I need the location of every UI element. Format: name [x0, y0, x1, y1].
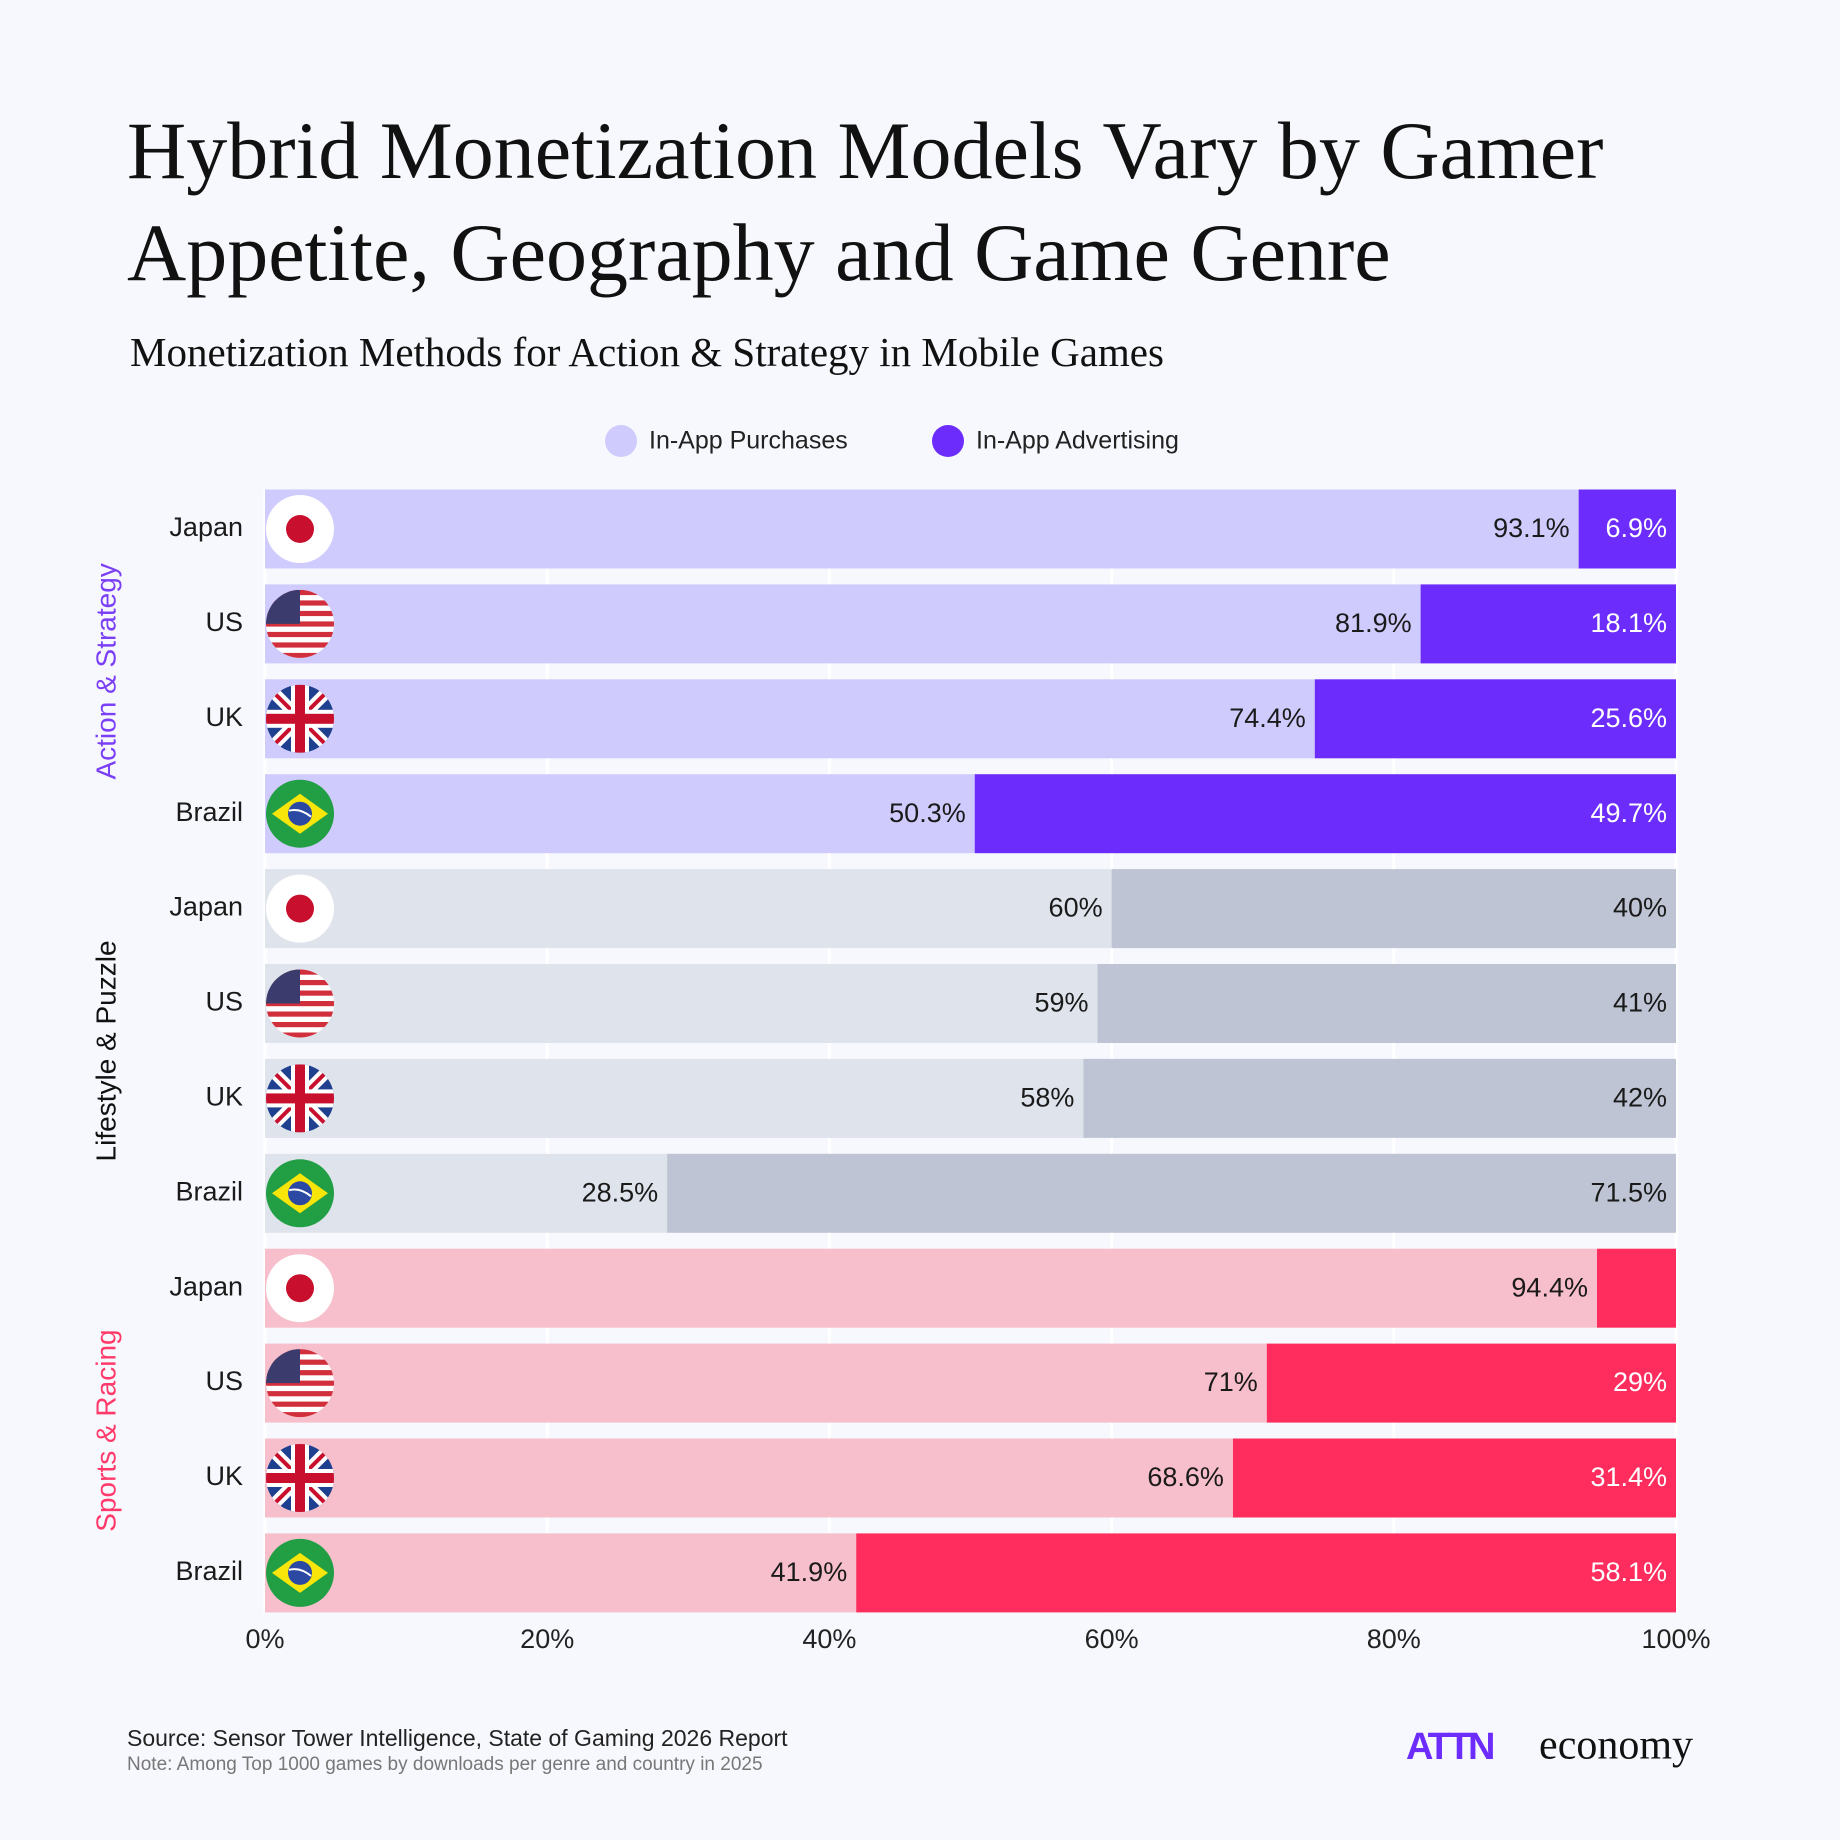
- category-label: UK: [205, 702, 243, 732]
- value-label: 58%: [1020, 1083, 1074, 1113]
- value-label: 93.1%: [1493, 513, 1570, 543]
- value-label: 42%: [1613, 1083, 1667, 1113]
- x-tick-label: 20%: [520, 1624, 574, 1654]
- group-label: Lifestyle & Puzzle: [90, 940, 121, 1161]
- flag: [265, 778, 335, 849]
- logo-word: economy: [1539, 1723, 1693, 1769]
- value-label: 18.1%: [1590, 608, 1667, 638]
- flag: [266, 1254, 334, 1323]
- flag: [266, 874, 334, 943]
- flag: [266, 1444, 334, 1512]
- x-tick-label: 60%: [1085, 1624, 1139, 1654]
- bar-segment: [265, 869, 1112, 949]
- category-label: Brazil: [175, 797, 243, 827]
- bar-segment: [265, 1058, 1084, 1138]
- value-label: 41.9%: [771, 1557, 848, 1587]
- bar-segment: [1420, 584, 1676, 664]
- bar-segment: [1266, 1343, 1676, 1423]
- value-label: 25.6%: [1590, 703, 1667, 733]
- category-label: Brazil: [175, 1176, 243, 1206]
- bar-segment: [1596, 1248, 1676, 1328]
- bar-segment: [1097, 964, 1676, 1043]
- value-label: 50.3%: [889, 798, 966, 828]
- chart-subtitle: Monetization Methods for Action & Strate…: [130, 329, 1164, 375]
- flag: [266, 590, 334, 658]
- flag: [266, 1064, 334, 1132]
- value-label: 94.4%: [1511, 1272, 1588, 1302]
- note: Note: Among Top 1000 games by downloads …: [127, 1754, 763, 1775]
- value-label: 81.9%: [1335, 608, 1412, 638]
- logo-mark: ATTN: [1406, 1726, 1493, 1768]
- bar-segment: [265, 489, 1579, 569]
- value-label: 41%: [1613, 988, 1667, 1018]
- flag: [266, 970, 334, 1038]
- legend-swatch: [605, 425, 637, 457]
- category-label: US: [205, 1366, 243, 1396]
- category-label: US: [205, 987, 243, 1017]
- value-label: 71%: [1204, 1367, 1258, 1397]
- value-label: 71.5%: [1590, 1177, 1667, 1207]
- value-label: 28.5%: [582, 1177, 659, 1207]
- bar-segment: [265, 584, 1421, 664]
- x-tick-label: 80%: [1367, 1624, 1421, 1654]
- bars: [265, 489, 1676, 1613]
- flag: [265, 1158, 335, 1229]
- bar-segment: [265, 774, 975, 854]
- value-label: 58.1%: [1590, 1557, 1667, 1587]
- grid: [263, 489, 1678, 1613]
- legend-label: In-App Advertising: [976, 427, 1179, 455]
- chart-title: Hybrid Monetization Models Vary by Gamer…: [127, 105, 1604, 298]
- bar-segment: [1314, 679, 1676, 759]
- bar-segment: [265, 1248, 1597, 1328]
- value-label: 31.4%: [1590, 1462, 1667, 1492]
- x-tick-label: 40%: [802, 1624, 856, 1654]
- bar-segment: [1232, 1438, 1676, 1518]
- bar-segment: [1083, 1058, 1676, 1138]
- group-label: Action & Strategy: [90, 563, 121, 779]
- value-label: 68.6%: [1147, 1462, 1224, 1492]
- value-label: 59%: [1034, 988, 1088, 1018]
- flag: [266, 685, 334, 753]
- bar-segment: [974, 774, 1676, 854]
- x-tick-label: 0%: [245, 1624, 284, 1654]
- value-label: 49.7%: [1590, 798, 1667, 828]
- category-label: Brazil: [175, 1556, 243, 1586]
- flag: [266, 495, 334, 563]
- value-label: 6.9%: [1605, 513, 1667, 543]
- value-label: 29%: [1613, 1367, 1667, 1397]
- category-label: US: [205, 607, 243, 637]
- bar-segment: [265, 964, 1098, 1043]
- legend-label: In-App Purchases: [649, 427, 848, 455]
- group-label: Sports & Racing: [90, 1329, 121, 1531]
- flag: [266, 1349, 334, 1417]
- legend-swatch: [932, 425, 964, 457]
- source: Source: Sensor Tower Intelligence, State…: [127, 1725, 788, 1751]
- bar-segment: [1111, 869, 1676, 949]
- value-label: 74.4%: [1229, 703, 1306, 733]
- labels: In-App Purchases In-App Advertising 0% 20% 4…: [90, 425, 1711, 1775]
- bar-segment: [667, 1153, 1676, 1233]
- category-label: Japan: [169, 892, 243, 922]
- bar-segment: [265, 1533, 857, 1613]
- category-label: UK: [205, 1461, 243, 1491]
- category-label: Japan: [169, 512, 243, 542]
- bar-segment: [856, 1533, 1676, 1613]
- x-tick-label: 100%: [1641, 1624, 1710, 1654]
- bar-segment: [1578, 489, 1676, 569]
- value-label: 60%: [1049, 893, 1103, 923]
- bar-segment: [265, 679, 1315, 759]
- flag: [265, 1537, 335, 1608]
- bar-segment: [265, 1438, 1233, 1518]
- value-label: 40%: [1613, 893, 1667, 923]
- category-label: Japan: [169, 1271, 243, 1301]
- category-label: UK: [205, 1082, 243, 1112]
- bar-segment: [265, 1343, 1267, 1423]
